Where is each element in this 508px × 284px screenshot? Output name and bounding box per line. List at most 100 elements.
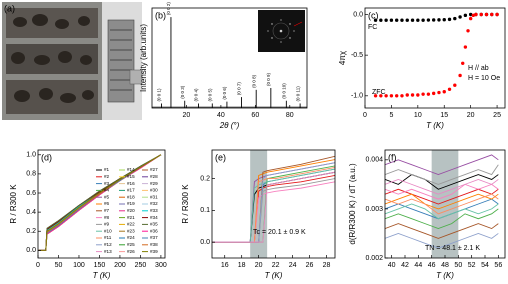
series-line (38, 154, 162, 251)
point (416, 93, 420, 97)
series-line (385, 193, 499, 215)
point (394, 94, 399, 98)
x-tick-label: 20 (255, 262, 263, 269)
x-tick-label: 0 (363, 112, 367, 119)
y-tick-label: 0.2 (26, 228, 36, 235)
legend-label: #16 (127, 181, 135, 186)
peak-label: (0 0 9) (266, 72, 271, 86)
legend-label: #4 (104, 188, 110, 193)
series-line (38, 154, 162, 251)
legend-label: #29 (150, 181, 158, 186)
series-line (385, 223, 499, 239)
series-line (38, 154, 162, 251)
photo (2, 2, 143, 120)
point (394, 18, 399, 22)
point (458, 15, 462, 19)
x-tick-label: 60 (251, 112, 259, 119)
peak-label: (0 0 1) (157, 88, 162, 102)
legend-label: #23 (127, 228, 135, 233)
panel: 40 42 44 46 48 50 52 54 56 0.002 0.003 0.004 T (K) d(… (348, 149, 506, 280)
series-line (38, 154, 162, 251)
x-tick-label: 150 (94, 262, 106, 269)
series-line (385, 203, 499, 220)
series-line (38, 154, 162, 251)
point (400, 94, 404, 98)
x-tick-label: 40 (388, 262, 396, 269)
point (405, 93, 409, 97)
y-tick-label: 0.2 (200, 175, 210, 182)
legend-label: #38 (150, 242, 158, 247)
laue-spots (267, 19, 295, 43)
x-axis-label: T (K) (426, 121, 444, 130)
y-tick-label: 0.0 (353, 11, 363, 18)
legend-label: #26 (127, 249, 135, 254)
shaded-band (431, 150, 459, 258)
annotation: H // ab (468, 65, 489, 72)
panel: 0 50 100 150 200 250 300 0.0 0.2 0.4 0.6 0.8 1.0 T (K… (9, 149, 167, 280)
x-tick-label: 54 (481, 262, 489, 269)
x-tick-label: 25 (493, 112, 501, 119)
series-line (385, 164, 499, 185)
point (447, 17, 452, 22)
axes-frame (151, 7, 308, 109)
legend-label: #2 (104, 174, 110, 179)
series-line (38, 154, 162, 251)
point (468, 16, 473, 21)
peak-label: (0 0 4) (194, 88, 199, 102)
annotation: H = 10 Oe (468, 75, 500, 82)
legend-label: #27 (150, 167, 158, 172)
point (431, 91, 436, 96)
series-line (38, 154, 162, 251)
series-line (385, 232, 499, 249)
axes-frame (384, 149, 506, 259)
series-line (385, 208, 499, 230)
legend-label: #31 (150, 194, 158, 199)
point (437, 18, 441, 22)
legend-label: #24 (127, 235, 135, 240)
series-line (38, 154, 162, 251)
panel-label: (b) (155, 10, 166, 20)
series-line (38, 154, 162, 251)
xrd-inset (258, 10, 305, 52)
point (479, 12, 483, 17)
point (471, 13, 476, 18)
series-line (38, 154, 162, 251)
peak-label: (0 0 7) (237, 82, 242, 96)
point (474, 12, 478, 17)
legend-label: #20 (127, 208, 135, 213)
series-line (38, 154, 162, 251)
panel-label: (f) (388, 152, 397, 162)
legend-label: #8 (104, 215, 110, 220)
y-tick-label: 0.6 (26, 190, 36, 197)
series-line (38, 154, 162, 251)
axes-frame (37, 149, 166, 259)
x-tick-label: 50 (454, 262, 462, 269)
legend-label: #37 (150, 235, 158, 240)
panel-label: (a) (4, 3, 15, 13)
x-tick-label: 10 (414, 112, 422, 119)
point (447, 87, 452, 92)
point (466, 29, 470, 33)
x-tick-label: 200 (114, 262, 126, 269)
point (379, 94, 383, 98)
series-line (38, 154, 162, 251)
x-tick-label: 46 (428, 262, 436, 269)
peak-label: (0 0 6) (222, 86, 227, 100)
series-line (38, 154, 162, 251)
legend-label: #5 (104, 194, 110, 199)
point (463, 45, 468, 49)
series-line (38, 154, 162, 251)
series-line (38, 154, 162, 251)
series-line (38, 154, 162, 251)
annotation: Tc = 20.1 ± 0.9 K (253, 229, 306, 236)
point (426, 92, 431, 96)
laue-ring (272, 22, 290, 40)
point (389, 94, 394, 98)
panel-label: (d) (41, 152, 52, 162)
point (373, 18, 378, 22)
point (405, 18, 409, 22)
point (453, 16, 457, 21)
y-tick-label: -0.5 (351, 52, 363, 59)
legend-label: #11 (104, 235, 112, 240)
series-line (38, 154, 162, 251)
